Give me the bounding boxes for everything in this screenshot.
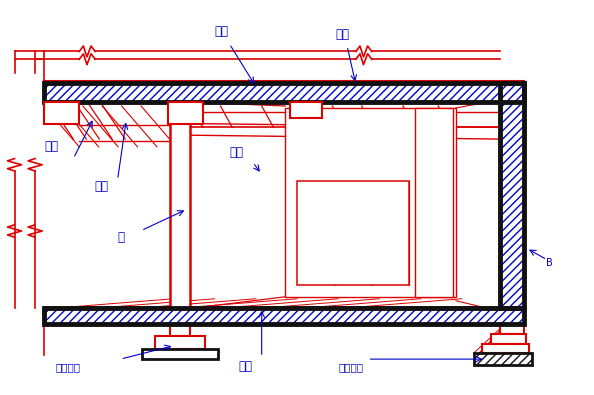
Bar — [142, 350, 219, 359]
Bar — [482, 344, 529, 353]
Text: 柱: 柱 — [118, 231, 125, 244]
Bar — [170, 324, 190, 336]
Bar — [142, 350, 219, 359]
Text: 条形基础: 条形基础 — [338, 362, 363, 372]
Text: 独立基础: 独立基础 — [56, 362, 81, 372]
Bar — [290, 102, 322, 118]
Bar — [170, 102, 190, 308]
Text: 楼板: 楼板 — [335, 28, 349, 41]
Bar — [44, 83, 523, 102]
Bar — [44, 308, 523, 324]
Bar — [500, 83, 523, 308]
Bar — [500, 83, 523, 308]
Text: 次梁: 次梁 — [44, 140, 58, 153]
Bar — [473, 353, 532, 365]
Bar — [285, 108, 456, 297]
Bar — [44, 83, 523, 102]
Bar — [415, 108, 453, 297]
Bar — [44, 102, 79, 124]
Bar — [491, 334, 526, 344]
Bar — [297, 181, 409, 285]
Bar — [44, 308, 523, 324]
Text: 次梁: 次梁 — [229, 145, 244, 158]
Text: 主梁: 主梁 — [214, 25, 229, 38]
Bar — [155, 336, 205, 350]
Text: 地面: 地面 — [238, 360, 252, 373]
Text: B: B — [546, 258, 552, 268]
Bar — [500, 324, 523, 334]
Bar — [168, 102, 203, 124]
Text: 主梁: 主梁 — [94, 180, 108, 193]
